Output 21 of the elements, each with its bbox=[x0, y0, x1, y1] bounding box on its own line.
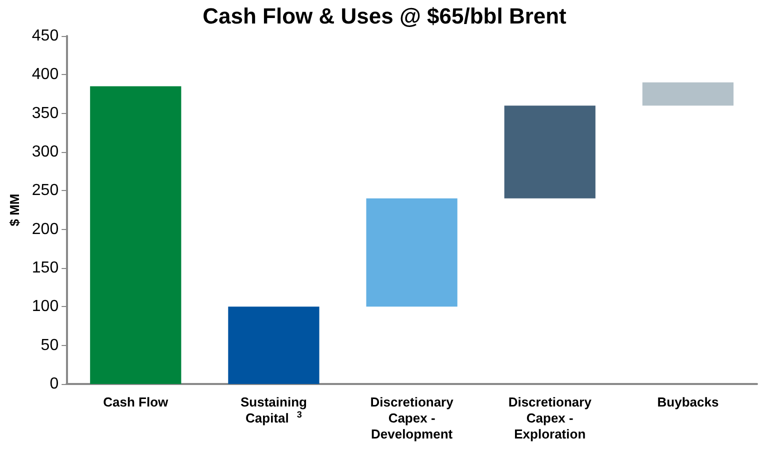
y-tick-label: 250 bbox=[32, 182, 59, 200]
bar bbox=[366, 198, 458, 307]
x-tick-label: Discretionary Capex - Development bbox=[370, 394, 454, 442]
bar bbox=[90, 86, 182, 384]
bar bbox=[228, 306, 320, 384]
y-axis-title: $ MM bbox=[7, 194, 22, 226]
y-tick-label: 350 bbox=[32, 104, 59, 122]
x-tick-label: Buybacks bbox=[657, 394, 719, 410]
y-tick-label: 50 bbox=[40, 336, 59, 354]
y-tick-label: 450 bbox=[32, 28, 59, 44]
bar bbox=[504, 106, 596, 198]
y-tick-label: 150 bbox=[32, 260, 59, 276]
x-tick-label: Discretionary Capex - Exploration bbox=[508, 394, 592, 442]
y-tick-label: 100 bbox=[32, 298, 59, 316]
y-tick-label: 300 bbox=[32, 144, 59, 160]
x-tick-label: Cash Flow bbox=[103, 394, 170, 410]
y-tick-label: 200 bbox=[32, 220, 59, 238]
bar bbox=[642, 82, 734, 106]
y-tick-label: 400 bbox=[32, 66, 59, 84]
y-tick-label: 0 bbox=[50, 376, 59, 392]
chart-title: Cash Flow & Uses @ $65/bbl Brent bbox=[202, 4, 568, 28]
